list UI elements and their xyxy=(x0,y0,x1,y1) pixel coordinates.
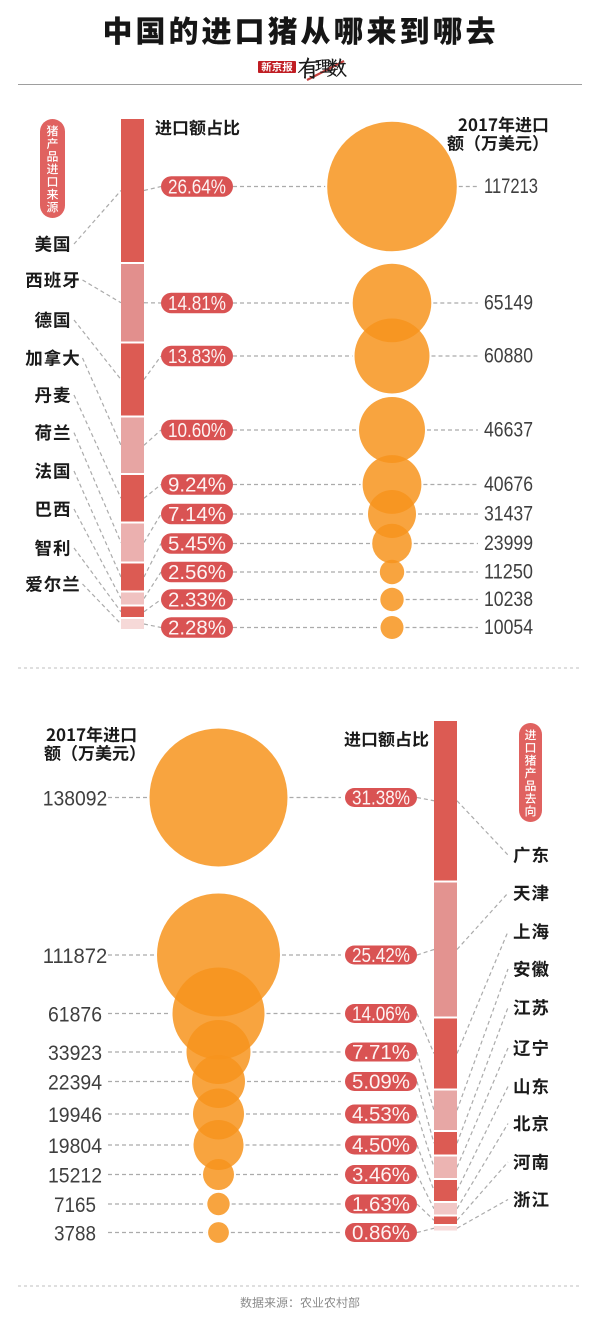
svg-text:5.09%: 5.09% xyxy=(352,1072,410,1094)
svg-text:2.56%: 2.56% xyxy=(168,562,226,584)
svg-text:23999: 23999 xyxy=(484,532,533,555)
svg-text:10.60%: 10.60% xyxy=(168,420,226,442)
svg-text:0.86%: 0.86% xyxy=(352,1223,410,1245)
svg-text:61876: 61876 xyxy=(48,1003,102,1027)
svg-text:14.06%: 14.06% xyxy=(352,1004,410,1026)
svg-text:31.38%: 31.38% xyxy=(352,788,410,810)
svg-text:10238: 10238 xyxy=(484,588,533,611)
svg-text:10054: 10054 xyxy=(484,616,533,639)
svg-text:111872: 111872 xyxy=(43,944,108,968)
svg-text:40676: 40676 xyxy=(484,473,533,496)
svg-text:15212: 15212 xyxy=(48,1164,102,1188)
svg-text:7.14%: 7.14% xyxy=(168,504,226,526)
svg-text:11250: 11250 xyxy=(484,561,533,584)
svg-text:14.81%: 14.81% xyxy=(168,293,226,315)
svg-text:13.83%: 13.83% xyxy=(168,346,226,368)
svg-text:26.64%: 26.64% xyxy=(168,177,226,199)
svg-text:22394: 22394 xyxy=(48,1071,102,1095)
svg-text:9.24%: 9.24% xyxy=(168,475,226,497)
svg-text:4.53%: 4.53% xyxy=(352,1104,410,1126)
svg-text:65149: 65149 xyxy=(484,292,533,315)
svg-text:25.42%: 25.42% xyxy=(352,945,410,967)
svg-text:31437: 31437 xyxy=(484,503,533,526)
svg-text:46637: 46637 xyxy=(484,419,533,442)
svg-text:19946: 19946 xyxy=(48,1103,102,1127)
svg-text:4.50%: 4.50% xyxy=(352,1135,410,1157)
svg-text:1.63%: 1.63% xyxy=(352,1194,410,1216)
svg-text:7.71%: 7.71% xyxy=(352,1042,410,1064)
svg-text:3.46%: 3.46% xyxy=(352,1165,410,1187)
svg-text:5.45%: 5.45% xyxy=(168,534,226,556)
svg-text:138092: 138092 xyxy=(43,787,108,811)
svg-text:60880: 60880 xyxy=(484,345,533,368)
svg-text:117213: 117213 xyxy=(484,175,538,198)
svg-text:3788: 3788 xyxy=(54,1222,96,1246)
svg-text:19804: 19804 xyxy=(48,1134,102,1158)
svg-text:7165: 7165 xyxy=(54,1193,96,1217)
svg-text:2.33%: 2.33% xyxy=(168,590,226,612)
svg-text:2.28%: 2.28% xyxy=(168,618,226,640)
svg-text:33923: 33923 xyxy=(48,1041,102,1065)
